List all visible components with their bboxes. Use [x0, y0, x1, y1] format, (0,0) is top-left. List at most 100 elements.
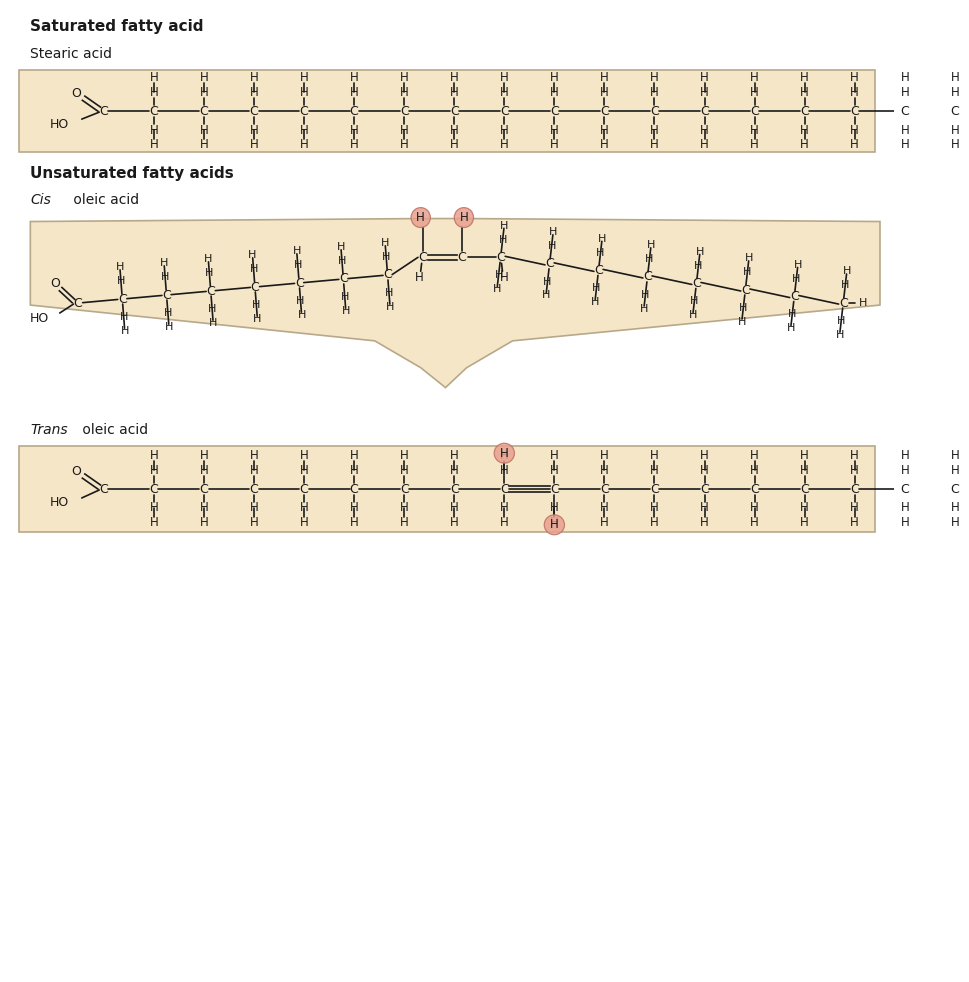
- Text: H: H: [749, 449, 758, 462]
- Text: H: H: [499, 85, 508, 99]
- Text: H: H: [161, 272, 170, 282]
- Text: H: H: [700, 124, 708, 136]
- Text: H: H: [249, 449, 258, 462]
- Text: C: C: [450, 105, 458, 118]
- Text: C: C: [249, 482, 258, 496]
- Text: H: H: [299, 502, 308, 515]
- Text: H: H: [799, 502, 808, 515]
- Text: H: H: [950, 502, 958, 515]
- Text: H: H: [149, 124, 158, 136]
- Text: C: C: [499, 105, 508, 118]
- Text: H: H: [450, 449, 458, 462]
- Text: H: H: [744, 253, 752, 263]
- Text: H: H: [253, 313, 262, 324]
- Text: H: H: [899, 124, 908, 136]
- Text: H: H: [799, 449, 808, 462]
- Text: H: H: [700, 517, 708, 529]
- Text: H: H: [792, 274, 799, 284]
- Text: H: H: [549, 517, 558, 529]
- Text: H: H: [350, 138, 359, 151]
- Ellipse shape: [544, 515, 564, 535]
- Text: H: H: [165, 322, 173, 332]
- Text: C: C: [299, 105, 308, 118]
- Text: C: C: [950, 482, 958, 496]
- Text: H: H: [694, 260, 702, 271]
- Text: H: H: [641, 290, 649, 300]
- Text: H: H: [700, 449, 708, 462]
- Text: H: H: [399, 517, 408, 529]
- Text: H: H: [950, 517, 958, 529]
- Text: H: H: [542, 291, 549, 300]
- Text: H: H: [850, 449, 859, 462]
- Text: H: H: [249, 85, 258, 99]
- Text: HO: HO: [49, 497, 69, 510]
- Text: C: C: [740, 284, 749, 297]
- Text: C: C: [200, 105, 208, 118]
- FancyBboxPatch shape: [19, 71, 874, 152]
- Text: H: H: [248, 250, 257, 260]
- Text: H: H: [700, 464, 708, 476]
- Text: H: H: [200, 517, 208, 529]
- Text: C: C: [850, 105, 859, 118]
- Text: H: H: [499, 71, 508, 83]
- Text: H: H: [592, 283, 600, 294]
- Text: H: H: [799, 517, 808, 529]
- Text: H: H: [341, 305, 350, 315]
- Text: oleic acid: oleic acid: [69, 192, 139, 206]
- Text: H: H: [249, 264, 258, 274]
- Text: H: H: [494, 270, 502, 280]
- Text: Cis: Cis: [30, 192, 51, 206]
- Text: H: H: [600, 71, 609, 83]
- Text: C: C: [789, 290, 797, 303]
- Text: C: C: [338, 272, 348, 286]
- Text: H: H: [499, 124, 508, 136]
- Text: C: C: [799, 105, 808, 118]
- Text: C: C: [450, 482, 458, 496]
- Text: C: C: [899, 482, 908, 496]
- Text: H: H: [549, 464, 558, 476]
- Text: H: H: [543, 277, 551, 287]
- Text: H: H: [149, 85, 158, 99]
- Text: H: H: [203, 254, 212, 264]
- Text: C: C: [600, 105, 609, 118]
- Text: H: H: [749, 517, 758, 529]
- Text: H: H: [597, 234, 606, 244]
- Text: H: H: [600, 502, 609, 515]
- Text: H: H: [385, 288, 392, 298]
- Text: H: H: [200, 464, 208, 476]
- Text: C: C: [799, 482, 808, 496]
- Text: H: H: [842, 266, 850, 277]
- Text: H: H: [149, 502, 158, 515]
- Text: H: H: [450, 502, 458, 515]
- Text: C: C: [149, 105, 158, 118]
- Text: H: H: [450, 124, 458, 136]
- Text: H: H: [249, 138, 258, 151]
- Text: H: H: [700, 71, 708, 83]
- Text: H: H: [700, 85, 708, 99]
- Text: C: C: [100, 105, 109, 118]
- Text: H: H: [149, 138, 158, 151]
- Text: H: H: [749, 502, 758, 515]
- Text: H: H: [381, 239, 389, 248]
- Text: C: C: [850, 482, 859, 496]
- Text: H: H: [695, 246, 703, 257]
- Text: H: H: [787, 309, 796, 319]
- Text: Saturated fatty acid: Saturated fatty acid: [30, 19, 203, 34]
- Text: H: H: [850, 124, 859, 136]
- Text: C: C: [549, 482, 558, 496]
- Text: C: C: [418, 250, 426, 264]
- Text: H: H: [799, 138, 808, 151]
- Text: H: H: [337, 256, 346, 266]
- Text: H: H: [600, 138, 609, 151]
- Text: H: H: [499, 517, 508, 529]
- Text: H: H: [649, 464, 658, 476]
- Text: H: H: [649, 124, 658, 136]
- Text: C: C: [594, 264, 603, 277]
- Text: C: C: [299, 482, 308, 496]
- Text: H: H: [899, 464, 908, 476]
- Text: H: H: [850, 71, 859, 83]
- Text: H: H: [799, 71, 808, 83]
- Text: H: H: [399, 449, 408, 462]
- Text: H: H: [690, 297, 698, 306]
- Text: H: H: [850, 517, 859, 529]
